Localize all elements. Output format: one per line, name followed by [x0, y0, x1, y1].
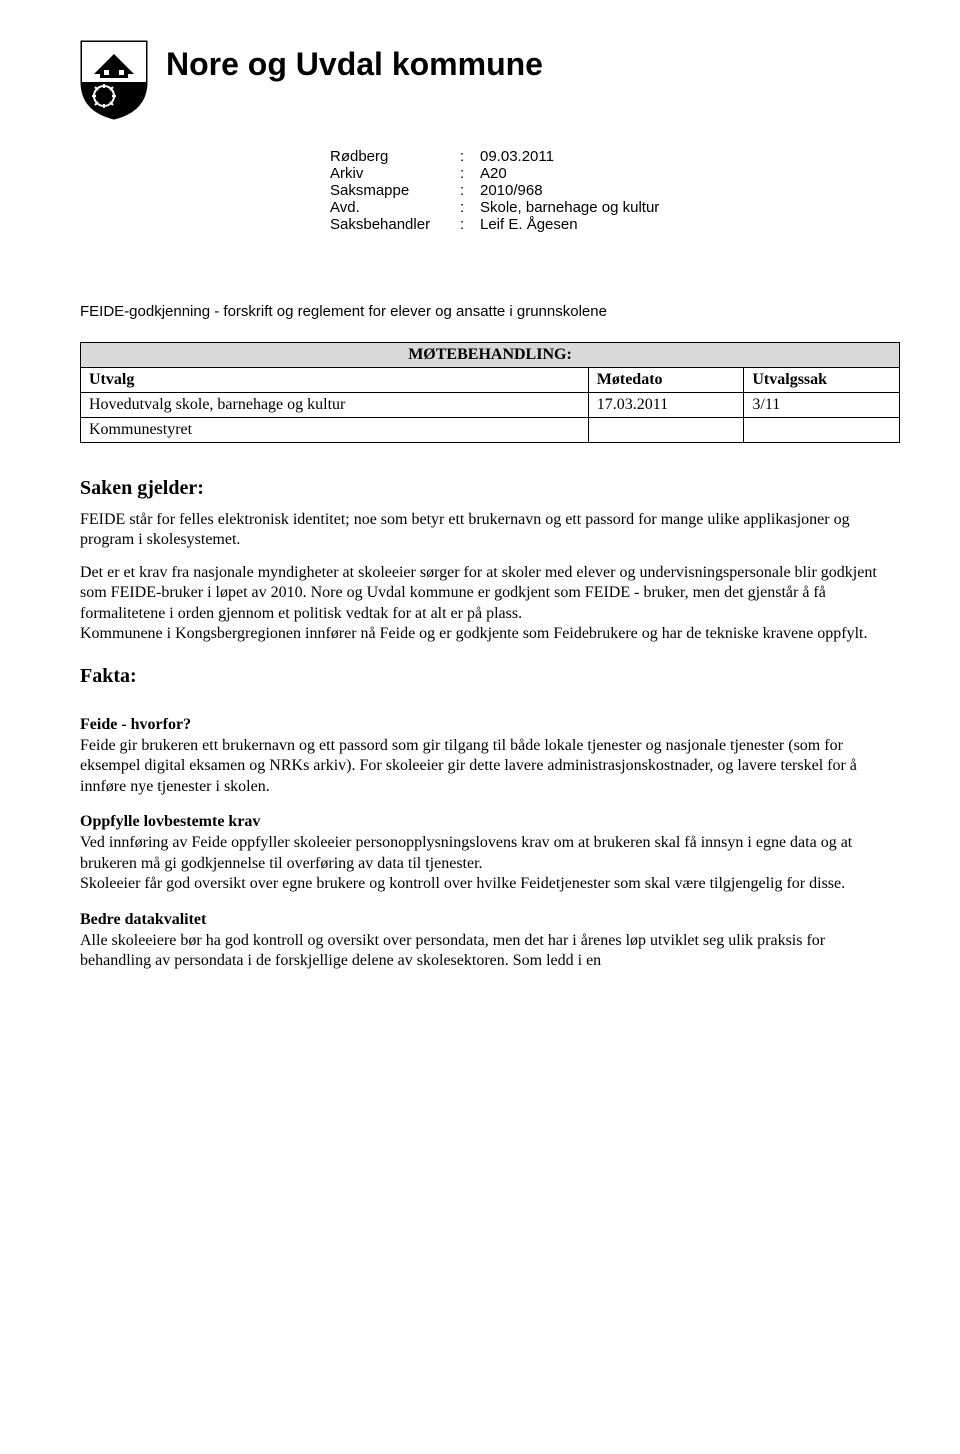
sub-heading-data: Bedre datakvalitet: [80, 911, 900, 929]
table-cell: 3/11: [744, 393, 900, 418]
paragraph: FEIDE står for felles elektronisk identi…: [80, 510, 900, 551]
meta-row: Avd. : Skole, barnehage og kultur: [330, 199, 900, 216]
paragraph: Ved innføring av Feide oppfyller skoleei…: [80, 833, 900, 874]
meta-block: Rødberg : 09.03.2011 Arkiv : A20 Saksmap…: [330, 148, 900, 233]
meta-row: Saksmappe : 2010/968: [330, 182, 900, 199]
table-row: Kommunestyret: [81, 418, 900, 443]
meta-label: Saksbehandler: [330, 216, 460, 233]
org-title: Nore og Uvdal kommune: [166, 46, 543, 83]
meta-label: Saksmappe: [330, 182, 460, 199]
table-header-cell: Utvalg: [81, 368, 589, 393]
sub-heading-lov: Oppfylle lovbestemte krav: [80, 813, 900, 831]
meta-colon: :: [460, 182, 480, 199]
meta-value: Leif E. Ågesen: [480, 216, 900, 233]
paragraph: Kommunene i Kongsbergregionen innfører n…: [80, 624, 900, 644]
meta-label: Avd.: [330, 199, 460, 216]
meta-value: 2010/968: [480, 182, 900, 199]
meta-label: Rødberg: [330, 148, 460, 165]
table-cell: 17.03.2011: [588, 393, 744, 418]
meeting-table: MØTEBEHANDLING: Utvalg Møtedato Utvalgss…: [80, 342, 900, 443]
meta-row: Arkiv : A20: [330, 165, 900, 182]
page: Nore og Uvdal kommune Rødberg : 09.03.20…: [0, 0, 960, 1024]
document-title: FEIDE-godkjenning - forskrift og regleme…: [80, 303, 900, 320]
table-header-cell: Møtedato: [588, 368, 744, 393]
table-heading-row: MØTEBEHANDLING:: [81, 343, 900, 368]
table-row: Hovedutvalg skole, barnehage og kultur 1…: [81, 393, 900, 418]
table-header-row: Utvalg Møtedato Utvalgssak: [81, 368, 900, 393]
meta-row: Saksbehandler : Leif E. Ågesen: [330, 216, 900, 233]
paragraph: Skoleeier får god oversikt over egne bru…: [80, 874, 900, 894]
paragraph: Alle skoleeiere bør ha god kontroll og o…: [80, 931, 900, 972]
meta-row: Rødberg : 09.03.2011: [330, 148, 900, 165]
meta-value: 09.03.2011: [480, 148, 900, 165]
table-header-cell: Utvalgssak: [744, 368, 900, 393]
table-cell: [744, 418, 900, 443]
meta-colon: :: [460, 216, 480, 233]
meta-label: Arkiv: [330, 165, 460, 182]
meta-colon: :: [460, 165, 480, 182]
meta-colon: :: [460, 148, 480, 165]
table-heading-cell: MØTEBEHANDLING:: [81, 343, 900, 368]
table-cell: Kommunestyret: [81, 418, 589, 443]
meta-value: A20: [480, 165, 900, 182]
paragraph: Det er et krav fra nasjonale myndigheter…: [80, 563, 900, 624]
table-cell: Hovedutvalg skole, barnehage og kultur: [81, 393, 589, 418]
paragraph: Feide gir brukeren ett brukernavn og ett…: [80, 736, 900, 797]
section-heading-fakta: Fakta:: [80, 665, 900, 688]
section-heading-saken: Saken gjelder:: [80, 477, 900, 500]
meta-value: Skole, barnehage og kultur: [480, 199, 900, 216]
header-row: Nore og Uvdal kommune: [80, 40, 900, 120]
sub-heading-hvorfor: Feide - hvorfor?: [80, 716, 900, 734]
meta-colon: :: [460, 199, 480, 216]
table-cell: [588, 418, 744, 443]
municipality-logo-icon: [80, 40, 148, 120]
